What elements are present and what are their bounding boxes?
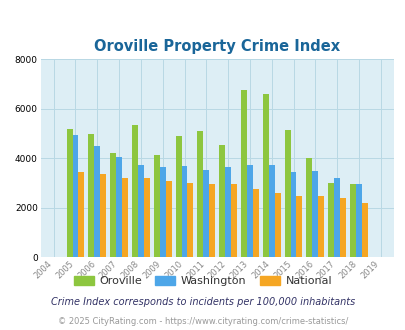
Bar bbox=[66, 129, 72, 257]
Bar bbox=[116, 157, 122, 257]
Bar bbox=[328, 183, 333, 257]
Bar bbox=[132, 125, 138, 257]
Bar bbox=[78, 172, 84, 257]
Bar bbox=[284, 130, 290, 257]
Bar bbox=[94, 146, 100, 257]
Bar bbox=[165, 181, 171, 257]
Bar bbox=[197, 131, 203, 257]
Legend: Oroville, Washington, National: Oroville, Washington, National bbox=[69, 271, 336, 290]
Bar bbox=[175, 136, 181, 257]
Bar bbox=[209, 184, 215, 257]
Bar bbox=[268, 165, 274, 257]
Bar bbox=[262, 94, 268, 257]
Bar bbox=[100, 175, 106, 257]
Bar bbox=[110, 153, 116, 257]
Bar bbox=[122, 178, 128, 257]
Bar bbox=[349, 184, 355, 257]
Bar bbox=[88, 134, 94, 257]
Bar bbox=[274, 193, 280, 257]
Text: © 2025 CityRating.com - https://www.cityrating.com/crime-statistics/: © 2025 CityRating.com - https://www.city… bbox=[58, 317, 347, 326]
Bar bbox=[333, 178, 339, 257]
Bar bbox=[153, 155, 159, 257]
Bar bbox=[225, 167, 230, 257]
Bar bbox=[252, 189, 258, 257]
Bar bbox=[241, 90, 246, 257]
Bar bbox=[318, 195, 323, 257]
Bar bbox=[219, 145, 225, 257]
Bar bbox=[181, 166, 187, 257]
Bar bbox=[355, 184, 361, 257]
Bar bbox=[187, 183, 193, 257]
Bar bbox=[290, 172, 296, 257]
Bar bbox=[339, 198, 345, 257]
Bar bbox=[306, 158, 311, 257]
Title: Oroville Property Crime Index: Oroville Property Crime Index bbox=[94, 39, 339, 54]
Bar bbox=[203, 170, 209, 257]
Bar bbox=[296, 195, 302, 257]
Bar bbox=[311, 171, 318, 257]
Bar bbox=[143, 178, 149, 257]
Bar bbox=[138, 165, 143, 257]
Bar bbox=[246, 165, 252, 257]
Bar bbox=[361, 203, 367, 257]
Bar bbox=[159, 167, 165, 257]
Text: Crime Index corresponds to incidents per 100,000 inhabitants: Crime Index corresponds to incidents per… bbox=[51, 297, 354, 307]
Bar bbox=[230, 184, 237, 257]
Bar bbox=[72, 135, 78, 257]
